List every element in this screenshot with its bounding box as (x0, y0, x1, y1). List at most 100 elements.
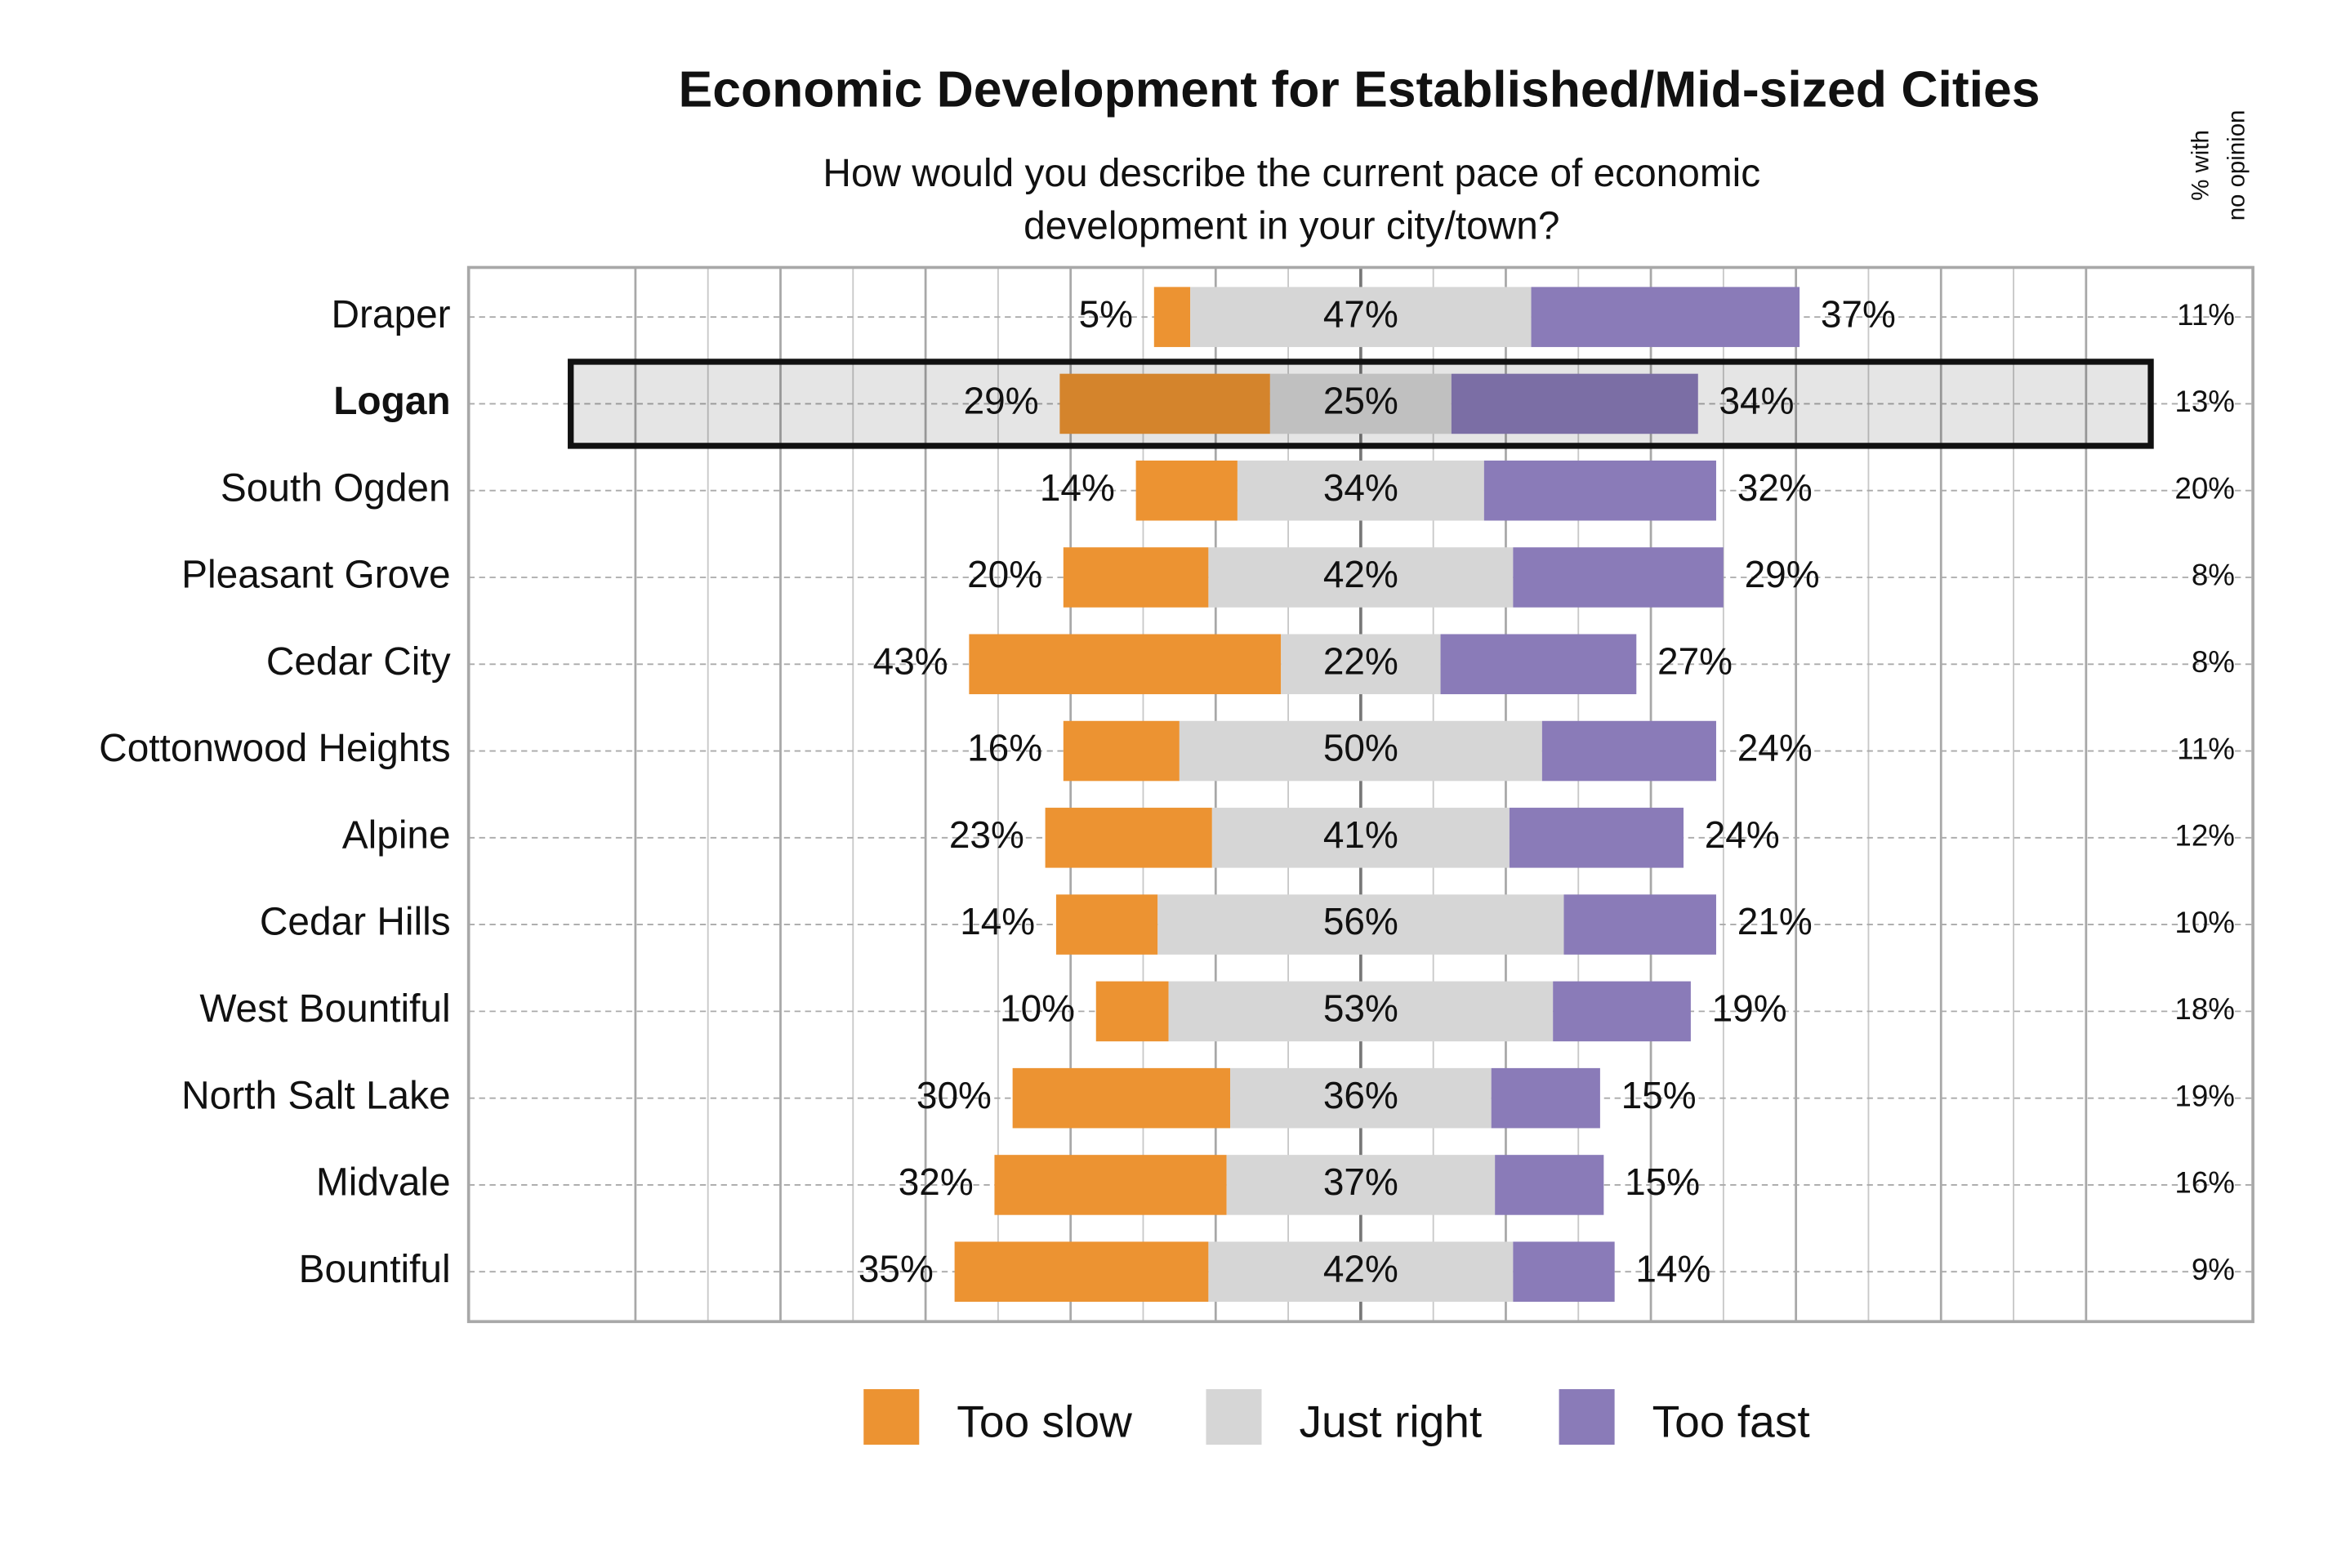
bar-segment (1281, 634, 1441, 695)
bar-segment (1208, 1241, 1514, 1302)
bar-segment (1269, 373, 1452, 434)
category-label: South Ogden (221, 466, 451, 510)
highlight-box (568, 359, 2154, 449)
category-label: West Bountiful (199, 987, 450, 1031)
value-label: 30% (916, 1074, 992, 1116)
value-label: 32% (1737, 466, 1813, 509)
value-label: 23% (949, 813, 1024, 856)
category-label: North Salt Lake (181, 1074, 450, 1117)
bar-segment (1513, 547, 1724, 608)
value-label: 24% (1737, 727, 1813, 769)
bar-segment (1509, 808, 1684, 868)
chart-subtitle: How would you describe the current pace … (823, 152, 1760, 195)
bar-segment (1153, 287, 1191, 347)
value-label: 29% (1745, 553, 1820, 595)
legend-swatch (863, 1389, 920, 1446)
no-opinion-label: 11% (2177, 732, 2235, 765)
value-label: 15% (1625, 1160, 1700, 1203)
bar-segment (1483, 460, 1716, 521)
bar-segment (1055, 894, 1158, 955)
bar-segment (1440, 634, 1637, 695)
legend-label: Too fast (1652, 1396, 1810, 1447)
value-label: 35% (859, 1247, 934, 1290)
value-label: 41% (1323, 813, 1398, 856)
legend-label: Just right (1299, 1396, 1482, 1447)
chart-title: Economic Development for Established/Mid… (679, 61, 2040, 118)
bar-segment (954, 1241, 1209, 1302)
value-label: 53% (1323, 987, 1398, 1030)
value-label: 21% (1737, 900, 1813, 942)
no-opinion-label: 11% (2177, 298, 2235, 332)
no-opinion-header: no opinion (2223, 110, 2250, 221)
value-label: 37% (1323, 1160, 1398, 1203)
bar-segment (1045, 808, 1212, 868)
chart-subtitle: development in your city/town? (1024, 204, 1559, 247)
bar-segment (1541, 720, 1716, 782)
bar-segment (1063, 547, 1209, 608)
bar-segment (1012, 1067, 1231, 1129)
bar-segment (1495, 1155, 1604, 1215)
no-opinion-label: 8% (2192, 645, 2235, 679)
bar-segment (1531, 287, 1800, 347)
value-label: 16% (967, 727, 1042, 769)
bar-segment (1157, 894, 1564, 955)
no-opinion-label: 20% (2174, 471, 2235, 505)
bar-segment (1211, 808, 1510, 868)
value-label: 34% (1323, 466, 1398, 509)
plot-border (466, 265, 2254, 1324)
category-label: Cottonwood Heights (99, 727, 450, 770)
value-label: 42% (1323, 1247, 1398, 1290)
no-opinion-label: 8% (2192, 559, 2235, 592)
category-label: Pleasant Grove (181, 554, 450, 597)
value-label: 37% (1821, 292, 1896, 335)
bar-segment (1563, 894, 1716, 955)
no-opinion-label: 16% (2174, 1166, 2235, 1200)
value-label: 14% (960, 900, 1035, 942)
category-label: Cedar City (266, 640, 451, 684)
value-label: 56% (1323, 900, 1398, 942)
value-label: 32% (899, 1160, 974, 1203)
bar-segment (969, 634, 1282, 695)
no-opinion-label: 9% (2192, 1253, 2235, 1286)
value-label: 36% (1323, 1074, 1398, 1116)
value-label: 34% (1719, 380, 1795, 422)
bar-segment (1095, 981, 1169, 1042)
value-label: 15% (1621, 1074, 1697, 1116)
bar-segment (1190, 287, 1532, 347)
no-opinion-label: 13% (2174, 385, 2235, 418)
value-label: 25% (1323, 380, 1398, 422)
value-label: 10% (1000, 987, 1075, 1030)
value-label: 14% (1040, 466, 1115, 509)
value-label: 43% (873, 639, 948, 682)
no-opinion-label: 12% (2174, 819, 2235, 853)
category-label: Alpine (342, 813, 451, 857)
bar-segment (1208, 547, 1514, 608)
bar-segment (1491, 1067, 1600, 1129)
bar-segment (1230, 1067, 1492, 1129)
bar-segment (1059, 373, 1270, 434)
value-label: 14% (1635, 1247, 1710, 1290)
bar-segment (1226, 1155, 1496, 1215)
bar-segment (1553, 981, 1691, 1042)
value-label: 19% (1712, 987, 1787, 1030)
bar-segment (1168, 981, 1554, 1042)
value-label: 24% (1705, 813, 1780, 856)
category-label: Cedar Hills (260, 901, 451, 944)
value-label: 47% (1323, 292, 1398, 335)
value-label: 50% (1323, 727, 1398, 769)
category-label: Midvale (316, 1161, 451, 1205)
legend-swatch (1559, 1389, 1615, 1446)
bar-segment (1135, 460, 1238, 521)
bar-segment (994, 1155, 1227, 1215)
bar-segment (1179, 720, 1542, 782)
legend-swatch (1206, 1389, 1262, 1446)
bar-segment (1063, 720, 1180, 782)
value-label: 27% (1657, 639, 1733, 682)
value-label: 5% (1079, 292, 1133, 335)
value-label: 20% (967, 553, 1042, 595)
category-label: Bountiful (299, 1248, 451, 1291)
value-label: 29% (964, 380, 1039, 422)
legend-label: Too slow (957, 1396, 1132, 1447)
category-label: Draper (332, 293, 451, 336)
